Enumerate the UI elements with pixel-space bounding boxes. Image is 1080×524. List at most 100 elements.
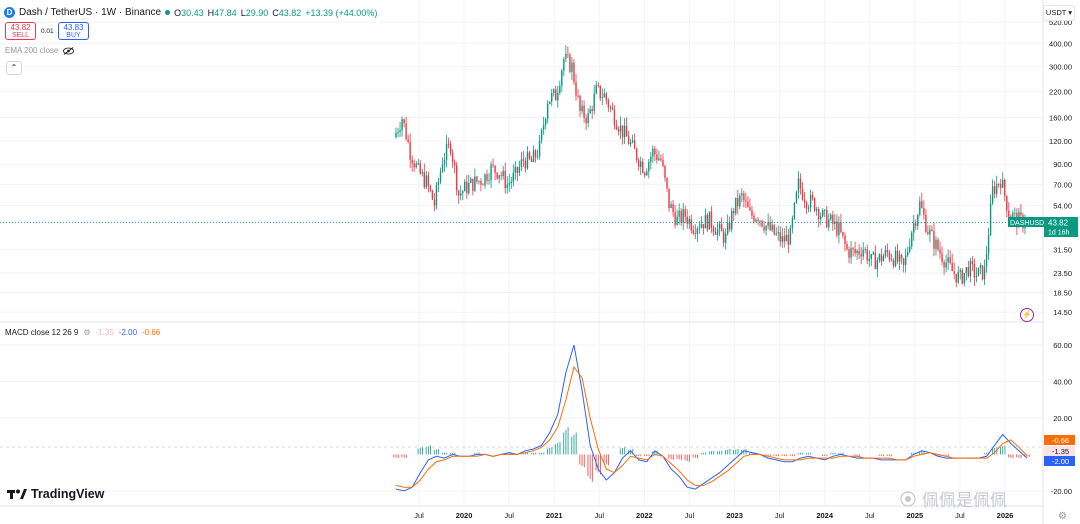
macd-signal-value: -0.66 xyxy=(142,328,161,337)
candle-body xyxy=(811,194,814,199)
candle-body xyxy=(882,256,885,262)
collapse-legend-button[interactable]: ⌃ xyxy=(6,61,22,75)
candle-body xyxy=(640,161,642,167)
candle-body xyxy=(494,165,496,173)
time-axis[interactable]: Jul 2020 Jul 2021 Jul 2022 Jul 2023 Jul 2024 Jul 20… xyxy=(414,511,1013,520)
candle-body xyxy=(439,171,442,183)
candle-body xyxy=(894,250,897,266)
candle-body xyxy=(795,192,798,203)
candle-body xyxy=(603,93,606,98)
time-tick-label: 2024 xyxy=(816,511,834,520)
candle-body xyxy=(712,227,715,232)
candle-body xyxy=(488,180,490,181)
candle-body xyxy=(538,140,541,157)
settings-icon[interactable]: ⚙ xyxy=(83,328,91,337)
candle-body xyxy=(763,226,765,231)
candle-body xyxy=(702,224,705,229)
change-value: +13.39 (+44.00%) xyxy=(305,7,378,18)
candle-body xyxy=(991,186,994,204)
candle-body xyxy=(425,175,428,188)
candle-body xyxy=(896,250,899,262)
candle-body xyxy=(714,231,717,235)
candle-body xyxy=(731,210,733,230)
candle-body xyxy=(542,125,545,130)
candle-body xyxy=(864,249,866,251)
symbol-title[interactable]: Dash / TetherUS · 1W · Binance xyxy=(19,7,162,18)
candle-body xyxy=(908,246,911,252)
price-tick-label: 120.00 xyxy=(1049,137,1072,146)
candle-body xyxy=(961,270,963,284)
candle-body xyxy=(854,249,856,254)
candle-body xyxy=(874,252,877,269)
candle-body xyxy=(971,261,974,265)
candle-body xyxy=(923,208,925,215)
candle-body xyxy=(692,230,695,234)
candle-body xyxy=(915,223,917,226)
candle-body xyxy=(787,234,790,245)
price-tick-label: 70.00 xyxy=(1053,181,1072,190)
candle-body xyxy=(621,125,624,138)
candle-body xyxy=(668,188,670,208)
candle-body xyxy=(464,181,466,192)
candle-body xyxy=(518,166,521,173)
candle-body xyxy=(789,227,792,245)
candle-body xyxy=(492,164,494,166)
macd-axis[interactable]: 60.00 40.00 20.00 -20.00 xyxy=(1051,341,1072,496)
candle-body xyxy=(474,176,476,191)
time-tick-label: Jul xyxy=(414,511,424,520)
candle-body xyxy=(674,212,676,225)
candle-body xyxy=(498,175,500,179)
candle-body xyxy=(704,214,707,229)
candle-body xyxy=(937,239,939,250)
candle-body xyxy=(898,254,901,262)
candle-body xyxy=(941,253,943,262)
currency-selector[interactable]: USDT ▾ xyxy=(1043,5,1075,21)
buy-button[interactable]: 43.83 BUY xyxy=(58,22,89,40)
candle-body xyxy=(862,249,864,257)
candle-body xyxy=(433,199,436,206)
candle-body xyxy=(462,191,464,194)
candle-body xyxy=(419,163,421,174)
macd-tick-label: 20.00 xyxy=(1053,414,1072,423)
low-value: 29.90 xyxy=(245,7,269,18)
candle-body xyxy=(983,266,986,280)
candle-body xyxy=(676,216,678,225)
signal-line xyxy=(395,365,1028,488)
candle-body xyxy=(1014,212,1016,214)
candle-body xyxy=(546,103,549,119)
candle-body xyxy=(949,257,951,263)
candle-body xyxy=(870,254,872,259)
candle-body xyxy=(985,253,988,267)
candle-body xyxy=(508,183,510,185)
macd-tick-label: 40.00 xyxy=(1053,378,1072,387)
candle-body xyxy=(417,163,419,164)
candle-body xyxy=(678,210,680,217)
candle-body xyxy=(437,182,440,185)
eye-icon[interactable] xyxy=(63,46,75,55)
candle-body xyxy=(793,202,796,219)
candle-body xyxy=(761,220,763,227)
tradingview-logo[interactable]: TradingView xyxy=(7,487,104,501)
candle-body xyxy=(453,161,456,166)
candle-body xyxy=(563,59,565,71)
gear-icon[interactable]: ⚙ xyxy=(1058,511,1067,522)
candle-body xyxy=(478,180,480,182)
candle-body xyxy=(939,249,941,254)
symbol-legend[interactable]: D Dash / TetherUS · 1W · Binance O 30.43 … xyxy=(4,7,377,18)
sell-button[interactable]: 43.82 SELL xyxy=(5,22,36,40)
candle-body xyxy=(720,224,723,232)
grid-lines xyxy=(0,0,1043,506)
candle-body xyxy=(443,160,446,165)
price-axis[interactable]: 520.00 400.00 300.00 220.00 160.00 120.00 90.0… xyxy=(1049,18,1072,317)
close-value: 43.82 xyxy=(278,7,302,18)
ema-legend[interactable]: EMA 200 close xyxy=(5,46,75,55)
candle-body xyxy=(575,82,577,96)
macd-legend[interactable]: MACD close 12 26 9 ⚙ -1.35 -2.00 -0.66 xyxy=(5,328,160,337)
candle-body xyxy=(876,260,879,269)
lightning-icon[interactable]: ⚡ xyxy=(1020,308,1034,322)
ema-label: EMA 200 close xyxy=(5,46,59,55)
sell-price: 43.82 xyxy=(10,23,31,32)
candle-body xyxy=(510,181,512,184)
price-tick-label: 54.00 xyxy=(1053,202,1072,211)
